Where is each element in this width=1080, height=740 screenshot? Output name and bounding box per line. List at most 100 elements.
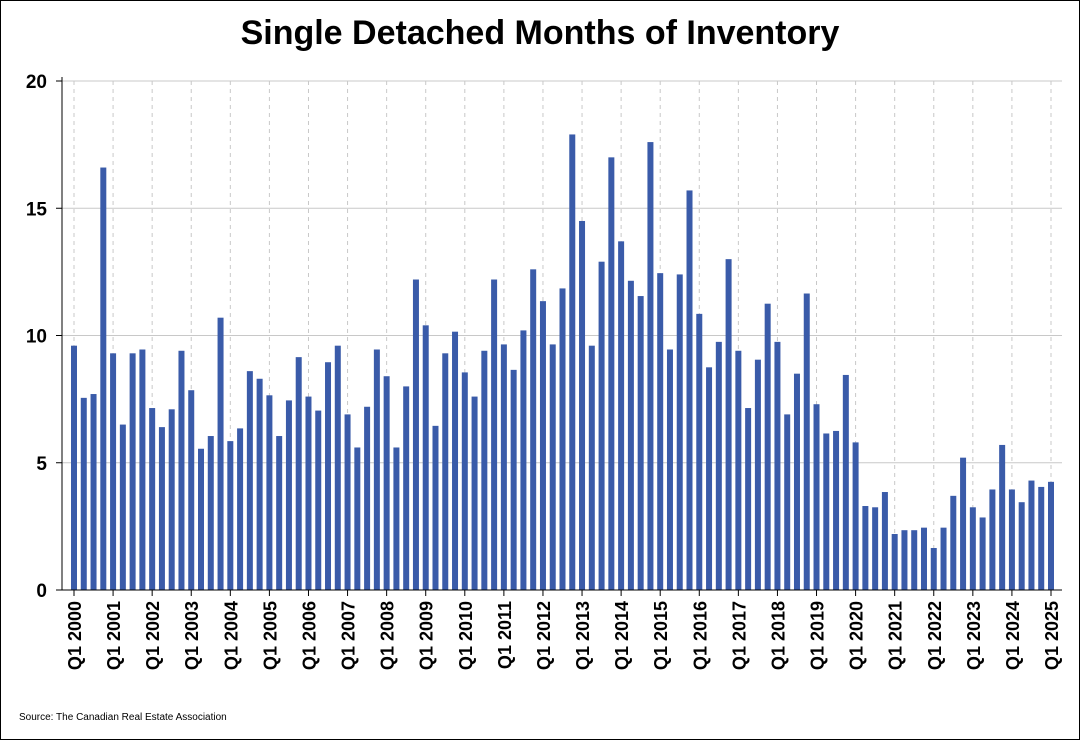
- bar: Q4 2006: 9.6: [334, 345, 341, 590]
- x-tick-label: Q1 2019: [808, 601, 828, 670]
- bar: Q1 2003: 7.85: [188, 390, 195, 590]
- x-tick-label: Q1 2005: [260, 601, 280, 670]
- bar: Q3 2011: 10.2: [520, 330, 527, 590]
- bar: Q3 2000: 7.7: [90, 394, 97, 590]
- source-note: Source: The Canadian Real Estate Associa…: [19, 712, 227, 723]
- bar: Q1 2005: 7.65: [266, 395, 273, 590]
- bar: Q3 2021: 2.35: [911, 530, 918, 590]
- bar: Q2 2007: 5.6: [354, 447, 361, 590]
- bar: Q4 2002: 9.4: [178, 350, 185, 590]
- bar: Q3 2022: 3.7: [950, 495, 957, 590]
- bar: Q3 2014: 11.55: [637, 296, 644, 590]
- y-tick-label: 20: [26, 72, 47, 93]
- bar: Q3 2024: 4.3: [1028, 480, 1035, 590]
- bar: Q3 2017: 9.05: [754, 359, 761, 590]
- bar: Q4 2016: 13: [725, 259, 732, 590]
- x-tick-label: Q1 2009: [417, 601, 437, 670]
- bar: Q4 2000: 16.6: [100, 167, 107, 590]
- y-tick-label: 15: [26, 199, 48, 220]
- bar: Q1 2019: 7.3: [813, 404, 820, 590]
- bar: Q3 2018: 8.5: [793, 373, 800, 590]
- bar: Q1 2014: 13.7: [618, 241, 625, 590]
- bar: Q1 2006: 7.6: [305, 396, 312, 590]
- bar: Q3 2016: 9.75: [715, 341, 722, 590]
- bar: Q1 2001: 9.3: [110, 353, 117, 590]
- x-tick-label: Q1 2004: [221, 601, 241, 670]
- x-tick-label: Q1 2003: [182, 601, 202, 670]
- x-tick-label: Q1 2015: [651, 601, 671, 670]
- axis-layer: 0 5 10 15 20 Q1 2000 Q1 2001 Q1 2002 Q1 2003 Q1 2…: [26, 72, 1062, 670]
- bar: Q2 2017: 7.15: [745, 408, 752, 590]
- x-tick-label: Q1 2011: [495, 601, 515, 669]
- x-tick-label: Q1 2013: [573, 601, 593, 670]
- bar: Q4 2012: 17.9: [569, 134, 576, 590]
- bar: Q1 2017: 9.4: [735, 350, 742, 590]
- x-tick-label: Q1 2008: [378, 601, 398, 670]
- bar: Q1 2000: 9.6: [71, 345, 77, 590]
- bar: Q4 2015: 15.7: [686, 190, 693, 590]
- y-tick-label: 0: [36, 581, 47, 602]
- bar: Q2 2019: 6.15: [823, 433, 830, 590]
- bar: Q2 2011: 8.65: [510, 369, 517, 590]
- bar: Q4 2004: 8.3: [256, 378, 263, 590]
- bar: Q3 2020: 3.25: [872, 507, 879, 590]
- bar: Q2 2022: 2.45: [940, 527, 947, 590]
- bar: Q1 2002: 7.15: [149, 408, 156, 590]
- bar: Q4 2020: 3.85: [881, 492, 888, 590]
- x-tick-label: Q1 2018: [768, 601, 788, 670]
- bar: Q1 2010: 8.55: [461, 372, 468, 590]
- x-tick-label: Q1 2010: [456, 601, 476, 670]
- bar: Q3 2001: 9.3: [129, 353, 136, 590]
- bar: Q2 2023: 2.85: [979, 517, 986, 590]
- bar: Q3 2004: 8.6: [246, 371, 253, 590]
- bar: Q4 2018: 11.65: [803, 293, 810, 590]
- bar: Q2 2010: 7.6: [471, 396, 478, 590]
- bar: Q3 2023: 3.95: [989, 489, 996, 590]
- bar: Q1 2018: 9.75: [774, 341, 781, 590]
- bar: Q3 2007: 7.2: [364, 406, 371, 590]
- bar: Q4 2017: 11.25: [764, 303, 771, 590]
- x-tick-label: Q1 2016: [690, 601, 710, 670]
- bar: Q4 2009: 10.15: [452, 331, 459, 590]
- bar: Q4 2001: 9.45: [139, 349, 146, 590]
- bar: Q3 2002: 7.1: [168, 409, 175, 590]
- bar: Q4 2021: 2.45: [920, 527, 927, 590]
- bar: Q2 2006: 7.05: [315, 410, 322, 590]
- bar: Q3 2009: 9.3: [442, 353, 449, 590]
- bar: Q2 2002: 6.4: [158, 427, 165, 590]
- bar: Q1 2011: 9.65: [500, 344, 507, 590]
- bar: Q1 2004: 5.85: [227, 441, 234, 590]
- bar: Q4 2008: 12.2: [412, 279, 419, 590]
- x-tick-label: Q1 2022: [925, 601, 945, 670]
- bar: Q1 2023: 3.25: [969, 507, 976, 590]
- bar: Q2 2009: 6.45: [432, 425, 439, 590]
- bar: Q4 2013: 17: [608, 157, 615, 590]
- x-tick-label: Q1 2001: [104, 601, 124, 670]
- bar: Q4 2014: 17.6: [647, 142, 654, 590]
- bar: Q1 2021: 2.2: [891, 534, 898, 590]
- bar: Q1 2007: 6.9: [344, 414, 351, 590]
- bar: Q2 2016: 8.75: [706, 367, 713, 590]
- x-tick-label: Q1 2002: [143, 601, 163, 670]
- bar: Q4 2019: 8.45: [842, 374, 849, 590]
- bar: Q1 2025: 4.25: [1048, 481, 1054, 590]
- bar: Q4 2007: 9.45: [373, 349, 380, 590]
- bar: Q3 2019: 6.25: [833, 430, 840, 590]
- bar: Q4 2023: 5.7: [999, 444, 1006, 590]
- x-tick-label: Q1 2007: [339, 601, 359, 670]
- bar: Q1 2016: 10.85: [696, 313, 703, 590]
- bar-layer: Q1 2000: 9.6Q2 2000: 7.55Q3 2000: 7.7Q4 …: [71, 134, 1054, 590]
- bar: Q2 2015: 9.45: [666, 349, 673, 590]
- bar: Q4 2011: 12.6: [530, 269, 537, 590]
- x-tick-label: Q1 2014: [612, 601, 632, 670]
- bar: Q4 2024: 4.05: [1038, 486, 1045, 590]
- bar: Q2 2001: 6.5: [119, 424, 126, 590]
- y-tick-label: 10: [26, 327, 47, 348]
- bar: Q4 2010: 12.2: [491, 279, 498, 590]
- bar: Q2 2004: 6.35: [237, 428, 244, 590]
- x-tick-label: Q1 2006: [299, 601, 319, 670]
- bar: Q3 2003: 6.05: [207, 436, 214, 590]
- bar: Q3 2012: 11.85: [559, 288, 566, 590]
- bar: Q2 2020: 3.3: [862, 506, 869, 590]
- bar: Q3 2013: 12.9: [598, 261, 605, 590]
